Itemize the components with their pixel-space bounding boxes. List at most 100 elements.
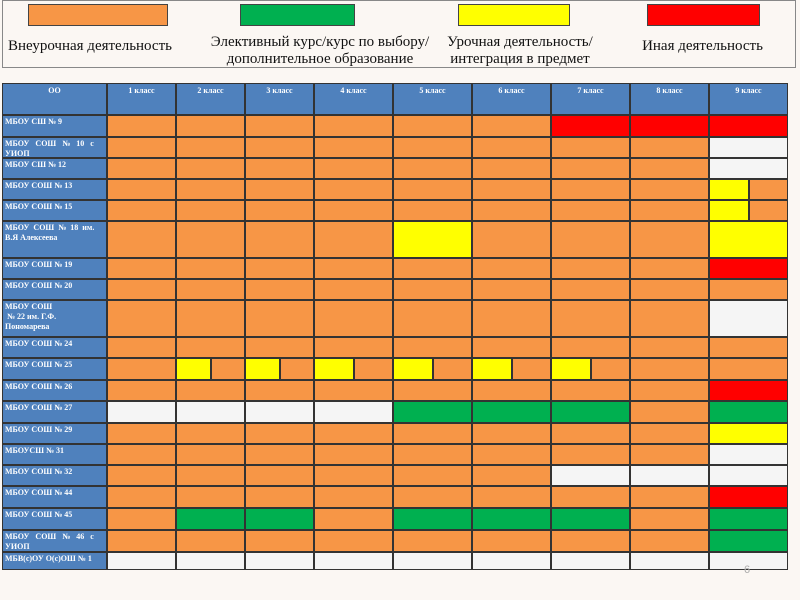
cell — [107, 401, 176, 423]
row-label-line: МБОУ СОШ № 44 — [5, 488, 73, 497]
row-label-line: МБОУ СОШ — [5, 302, 53, 311]
cell — [176, 486, 245, 508]
row-label-line: МБОУ СОШ № 24 — [5, 339, 73, 348]
cell — [176, 258, 245, 279]
row-label: МБОУ СОШ № 25 — [2, 358, 107, 380]
cell — [472, 337, 551, 358]
row-label: МБОУ СШ № 9 — [2, 115, 107, 137]
cell — [472, 465, 551, 486]
row-label-line: МБОУ СОШ № 45 — [5, 510, 73, 519]
cell — [630, 179, 709, 200]
cell — [245, 200, 314, 221]
cell — [630, 423, 709, 444]
cell — [551, 380, 630, 401]
cell — [590, 358, 630, 380]
cell — [107, 115, 176, 137]
row-label-line: МБОУ СШ № 12 — [5, 160, 67, 169]
cell — [176, 358, 211, 380]
cell — [176, 200, 245, 221]
row-label: МБОУ СОШ № 44 — [2, 486, 107, 508]
cell — [107, 380, 176, 401]
cell — [551, 158, 630, 179]
cell — [107, 137, 176, 158]
cell — [393, 258, 472, 279]
cell — [245, 115, 314, 137]
cell — [393, 552, 472, 570]
cell — [393, 465, 472, 486]
cell — [314, 552, 393, 570]
cell — [245, 423, 314, 444]
row-label: МБОУ СОШ № 29 — [2, 423, 107, 444]
cell — [709, 380, 788, 401]
cell — [472, 300, 551, 337]
row-label-line: МБОУ СОШ № 15 — [5, 202, 73, 211]
cell — [551, 200, 630, 221]
cell — [393, 158, 472, 179]
row-label-line: УИОП — [5, 149, 30, 158]
cell — [279, 358, 314, 380]
cell — [107, 258, 176, 279]
row-label: МБОУ СОШ № 20 — [2, 279, 107, 300]
cell — [314, 401, 393, 423]
cell — [630, 137, 709, 158]
cell — [107, 423, 176, 444]
cell — [314, 530, 393, 552]
legend-label: Иная деятельность — [642, 38, 763, 54]
cell — [107, 465, 176, 486]
cell — [748, 179, 788, 200]
cell — [472, 552, 551, 570]
cell — [630, 486, 709, 508]
row-label: МБОУ СОШ № 32 — [2, 465, 107, 486]
cell — [472, 200, 551, 221]
row-label-line: УИОП — [5, 542, 30, 551]
cell — [551, 401, 630, 423]
cell — [709, 279, 788, 300]
cell — [709, 530, 788, 552]
cell — [551, 423, 630, 444]
cell — [393, 486, 472, 508]
cell — [314, 137, 393, 158]
cell — [245, 486, 314, 508]
cell — [709, 137, 788, 158]
cell — [393, 179, 472, 200]
cell — [314, 508, 393, 530]
cell — [107, 552, 176, 570]
cell — [551, 258, 630, 279]
legend-swatch — [647, 4, 760, 26]
cell — [709, 179, 749, 200]
cell — [314, 200, 393, 221]
cell — [393, 337, 472, 358]
legend-swatch — [240, 4, 355, 26]
row-label-line: МБОУ СОШ № 29 — [5, 425, 73, 434]
cell — [630, 444, 709, 465]
cell — [245, 552, 314, 570]
legend-label: Внеурочная деятельность — [8, 38, 172, 54]
header-cell: 2 класс — [176, 83, 245, 115]
cell — [176, 137, 245, 158]
legend-label: дополнительное образование — [226, 51, 414, 67]
page-number: 6 — [744, 564, 751, 576]
cell — [245, 258, 314, 279]
cell — [176, 444, 245, 465]
cell — [245, 401, 314, 423]
cell — [393, 423, 472, 444]
cell — [314, 258, 393, 279]
cell — [314, 358, 354, 380]
legend-swatch — [458, 4, 570, 26]
cell — [314, 115, 393, 137]
cell — [314, 221, 393, 258]
cell — [176, 530, 245, 552]
cell — [393, 279, 472, 300]
cell — [393, 200, 472, 221]
cell — [107, 337, 176, 358]
cell — [630, 337, 709, 358]
cell — [630, 530, 709, 552]
cell — [709, 401, 788, 423]
row-label: МБОУ СОШ № 27 — [2, 401, 107, 423]
cell — [551, 358, 591, 380]
cell — [472, 530, 551, 552]
cell — [245, 380, 314, 401]
cell — [107, 200, 176, 221]
cell — [176, 279, 245, 300]
cell — [630, 279, 709, 300]
